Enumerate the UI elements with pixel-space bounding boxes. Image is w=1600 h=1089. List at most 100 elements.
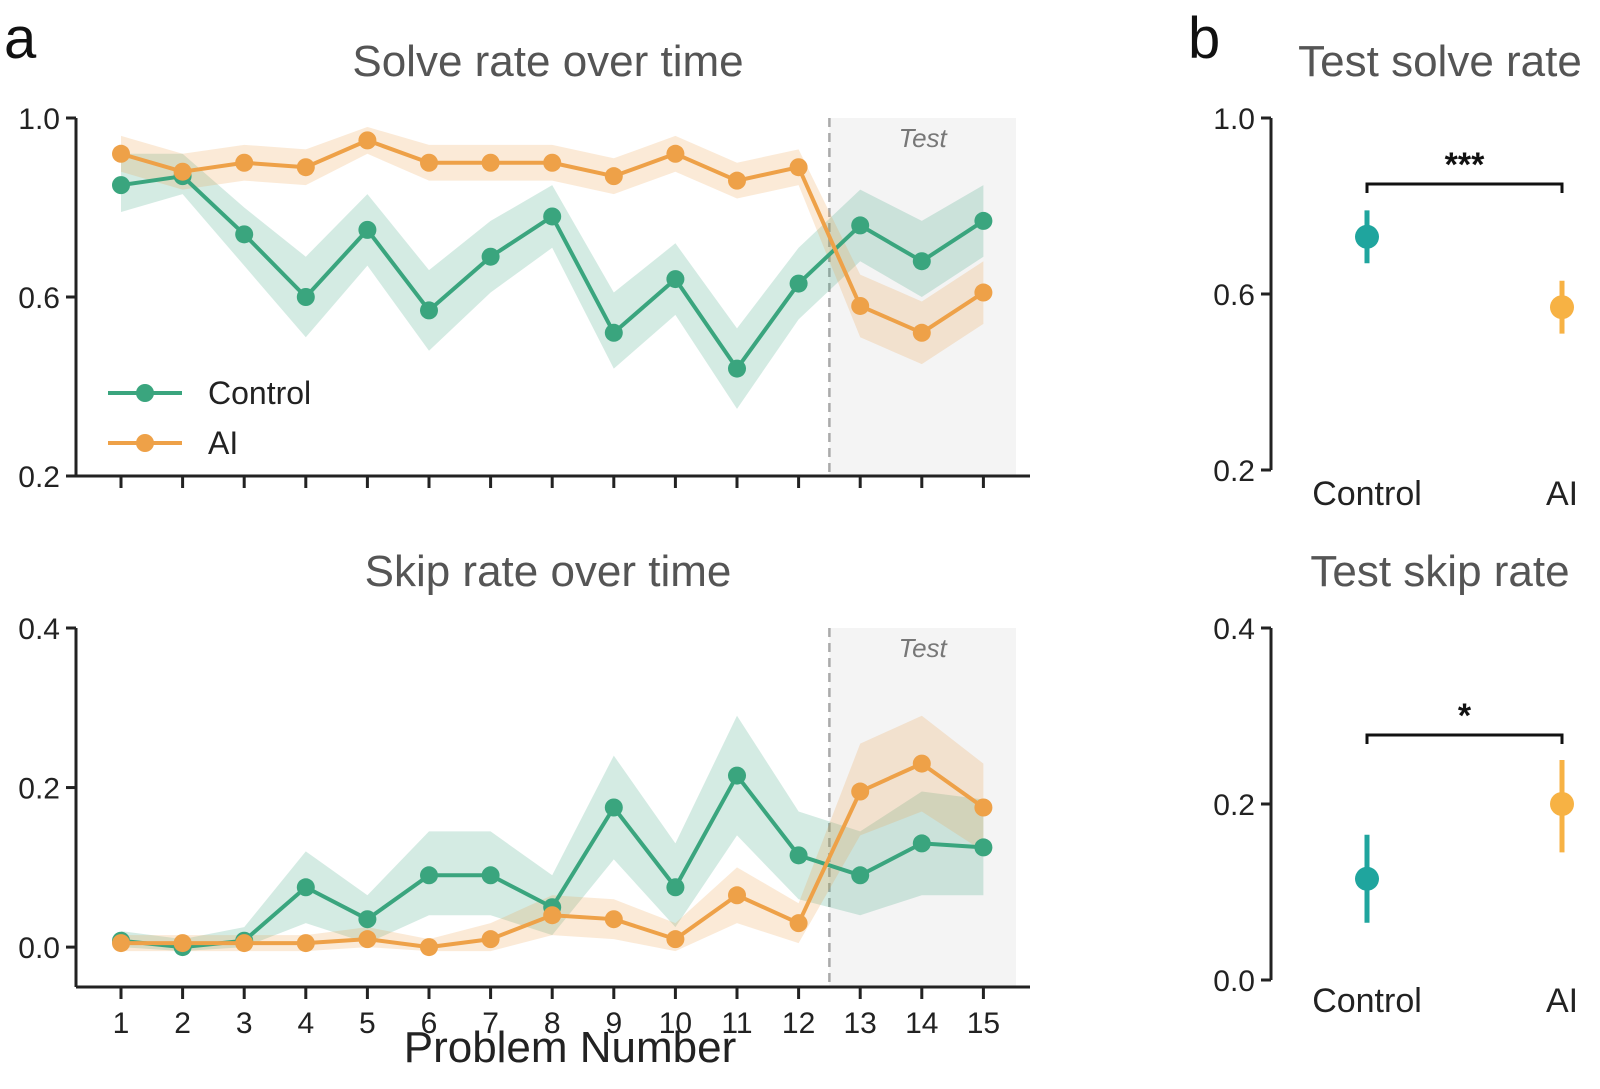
category-label-control: Control: [1312, 982, 1422, 1020]
y-tick-label: 1.0: [1213, 103, 1255, 136]
y-tick-label: 0.6: [18, 282, 60, 315]
data-point-control-10: [666, 878, 685, 897]
y-tick-label: 0.4: [18, 613, 60, 646]
data-point-ai-10: [666, 930, 685, 949]
chart-title-test-solve: Test solve rate: [1298, 37, 1582, 86]
data-point-ai-3: [235, 153, 254, 172]
data-point-ai-8: [543, 153, 562, 172]
data-point-control-9: [604, 798, 623, 817]
data-point-ai-10: [666, 144, 685, 163]
y-tick-label: 0.2: [18, 461, 60, 494]
data-point-control-4: [296, 878, 315, 897]
data-point-control-13: [851, 866, 870, 885]
data-point-ai: [1550, 792, 1574, 816]
data-point-control-12: [789, 274, 808, 293]
y-tick-label: 0.4: [1213, 613, 1255, 646]
data-point-ai-1: [112, 144, 130, 163]
data-point-control-5: [358, 220, 377, 239]
x-tick-label: 10: [659, 1007, 692, 1040]
test-solve-rate-chart: 0.2 0.6 1.0 Control AI ***: [1213, 103, 1578, 513]
legend-label-ai: AI: [208, 425, 238, 461]
x-tick-label: 11: [721, 1007, 752, 1040]
chart-title-skip: Skip rate over time: [365, 547, 732, 596]
x-tick-label: 7: [482, 1007, 499, 1040]
data-point-ai-13: [851, 782, 870, 801]
x-tick-label: 3: [236, 1007, 253, 1040]
x-tick-label: 2: [174, 1007, 191, 1040]
y-tick-label: 0.2: [1213, 789, 1255, 822]
data-point-ai-12: [789, 158, 808, 177]
data-point-ai-9: [604, 167, 623, 186]
data-point-ai-7: [481, 930, 500, 949]
data-point-ai-3: [235, 934, 254, 953]
x-tick-label: 4: [297, 1007, 314, 1040]
category-label-ai: AI: [1546, 475, 1578, 513]
ci-band-ai: [121, 126, 984, 365]
data-point-ai-8: [543, 906, 562, 925]
x-tick-label: 15: [967, 1007, 1000, 1040]
data-point-ai: [1550, 295, 1574, 320]
data-point-ai-13: [851, 296, 870, 315]
y-tick-label: 0.0: [18, 932, 60, 965]
legend-label-control: Control: [208, 375, 311, 411]
data-point-ai-11: [728, 171, 746, 190]
chart-title-solve: Solve rate over time: [352, 37, 743, 86]
data-point-control-8: [543, 207, 562, 226]
x-tick-label: 5: [359, 1007, 376, 1040]
data-point-control-7: [481, 247, 500, 266]
data-point-ai-14: [912, 754, 931, 773]
panel-letter-b: b: [1188, 6, 1220, 71]
data-point-control-5: [358, 910, 377, 929]
test-region-label: Test: [899, 123, 949, 153]
data-point-control-7: [481, 866, 500, 885]
data-point-ai-15: [974, 283, 993, 302]
test-region-label: Test: [899, 633, 949, 663]
data-point-control-11: [728, 766, 746, 785]
category-label-ai: AI: [1546, 982, 1578, 1020]
data-point-control-4: [296, 288, 315, 306]
data-point-ai-9: [604, 910, 623, 929]
data-point-ai-5: [358, 131, 377, 150]
solve-rate-chart: Test 0.2 0.6 1.0: [18, 103, 1030, 494]
x-tick-label: 9: [605, 1007, 622, 1040]
data-point-ai-1: [112, 934, 130, 953]
data-point-ai-4: [296, 934, 315, 953]
data-point-control-11: [728, 359, 746, 378]
x-tick-label: 12: [782, 1007, 815, 1040]
data-point-ai-7: [481, 153, 500, 172]
data-point-ai-6: [420, 153, 438, 172]
x-tick-label: 13: [844, 1007, 877, 1040]
data-point-control-6: [420, 301, 438, 320]
data-point-control-12: [789, 846, 808, 865]
x-tick-label: 14: [905, 1007, 938, 1040]
data-point-ai-15: [974, 798, 993, 817]
test-skip-rate-chart: 0.0 0.2 0.4 Control AI *: [1213, 613, 1578, 1020]
data-point-ai-4: [296, 158, 315, 177]
data-point-control-14: [912, 252, 931, 271]
data-point-control-1: [112, 176, 130, 195]
panel-letter-a: a: [4, 6, 37, 71]
data-point-control-15: [974, 838, 993, 857]
data-point-ai-5: [358, 930, 377, 949]
x-tick-label: 6: [421, 1007, 438, 1040]
x-axis-label: Problem Number: [404, 1023, 737, 1072]
legend-marker-control: [136, 384, 154, 402]
data-point-ai-6: [420, 938, 438, 957]
chart-title-test-skip: Test skip rate: [1310, 547, 1569, 596]
data-point-ai-11: [728, 886, 746, 905]
y-tick-label: 0.2: [18, 773, 60, 806]
data-point-control: [1355, 866, 1379, 891]
significance-label: ***: [1445, 146, 1485, 184]
data-point-control-6: [420, 866, 438, 885]
y-tick-label: 0.6: [1213, 279, 1255, 312]
legend: Control AI: [108, 375, 311, 461]
legend-marker-ai: [136, 434, 154, 452]
significance-label: *: [1458, 697, 1472, 735]
data-point-control: [1355, 224, 1379, 249]
x-tick-label: 1: [113, 1007, 130, 1040]
data-point-control-9: [604, 323, 623, 342]
data-point-control-14: [912, 834, 931, 853]
data-point-ai-2: [173, 162, 192, 181]
ci-band-ai: [121, 715, 984, 952]
